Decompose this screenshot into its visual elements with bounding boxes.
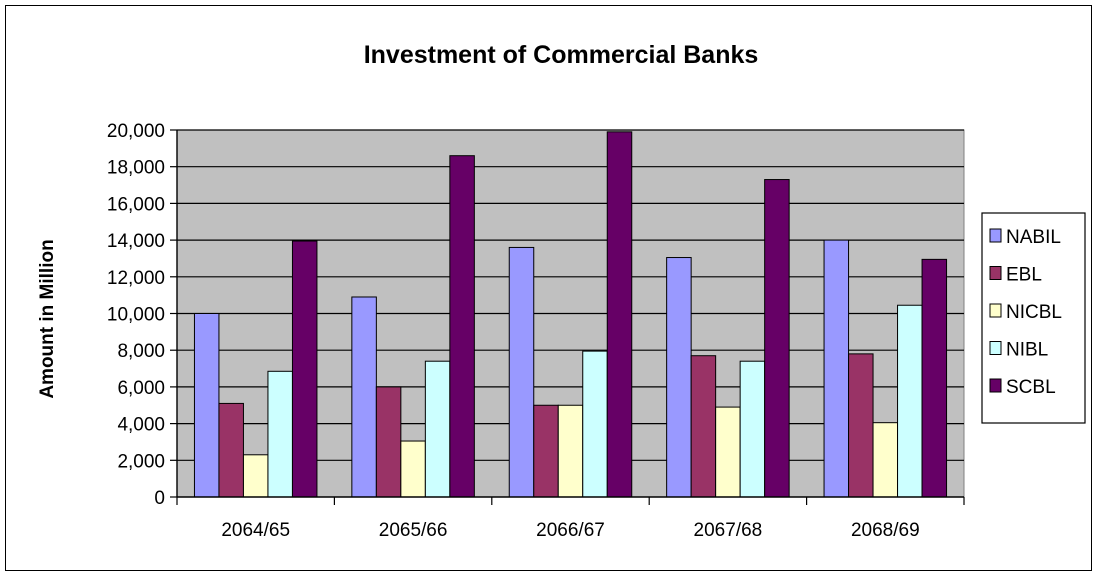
legend-swatch-nicbl xyxy=(989,303,1002,318)
bar-nabil xyxy=(666,257,692,498)
chart-frame: Investment of Commercial Banks Amount in… xyxy=(5,5,1092,571)
legend-label-nicbl: NICBL xyxy=(1006,302,1062,323)
x-tick-label: 2067/68 xyxy=(694,520,763,541)
bar-scbl xyxy=(764,179,790,498)
y-tick-label: 0 xyxy=(154,488,165,509)
y-axis-label: Amount in Million xyxy=(37,239,58,398)
legend-label-scbl: SCBL xyxy=(1006,377,1056,398)
bar-nabil xyxy=(193,313,220,498)
bar-ebl xyxy=(690,355,717,498)
bar-ebl xyxy=(218,402,244,498)
bar-ebl xyxy=(848,353,874,498)
y-tick-label: 2,000 xyxy=(117,451,165,472)
bar-nabil xyxy=(508,246,535,498)
x-tick-label: 2064/65 xyxy=(221,520,290,541)
legend-swatch-nabil xyxy=(989,228,1002,243)
bar-nibl xyxy=(739,360,766,498)
y-tick-label: 8,000 xyxy=(117,341,165,362)
bar-scbl xyxy=(291,240,318,498)
x-tick-label: 2066/67 xyxy=(536,520,605,541)
legend-swatch-ebl xyxy=(989,266,1002,280)
legend: NABIL EBL NICBL NIBL SCBL xyxy=(981,212,1086,424)
y-tick-label: 6,000 xyxy=(117,378,165,399)
legend-label-nibl: NIBL xyxy=(1006,340,1048,361)
legend-swatch-scbl xyxy=(989,378,1002,393)
y-tick-label: 12,000 xyxy=(107,268,165,289)
x-tick-label: 2068/69 xyxy=(851,520,920,541)
y-tick-label: 20,000 xyxy=(107,121,165,142)
y-tick-label: 14,000 xyxy=(107,231,165,252)
bar-nicbl xyxy=(400,440,426,498)
chart: Investment of Commercial Banks Amount in… xyxy=(37,41,1086,541)
chart-title: Investment of Commercial Banks xyxy=(364,41,759,69)
plot-area: 0 2,000 4,000 6,000 8,000 10,000 12,000 14,000 1… xyxy=(107,121,965,541)
y-tick-label: 10,000 xyxy=(107,305,165,326)
bar-ebl xyxy=(375,386,402,498)
bar-nicbl xyxy=(872,422,899,498)
bar-ebl xyxy=(533,404,559,498)
y-tick-label: 18,000 xyxy=(107,158,165,179)
x-tick-label: 2065/66 xyxy=(379,520,448,541)
bar-nibl xyxy=(424,360,451,498)
y-tick-label: 16,000 xyxy=(107,194,165,215)
y-tick-label: 4,000 xyxy=(117,415,165,436)
bar-scbl xyxy=(921,258,948,498)
legend-label-ebl: EBL xyxy=(1006,265,1042,286)
bar-nicbl xyxy=(715,406,741,498)
legend-swatch-nibl xyxy=(989,341,1002,355)
bar-scbl xyxy=(606,131,633,498)
bar-scbl xyxy=(449,155,475,498)
legend-label-nabil: NABIL xyxy=(1006,227,1061,248)
bar-nicbl xyxy=(557,404,584,498)
bar-nibl xyxy=(582,350,608,498)
bar-nicbl xyxy=(242,454,269,498)
bar-nabil xyxy=(351,296,377,498)
bar-nabil xyxy=(823,239,850,498)
bar-nibl xyxy=(897,304,923,498)
bar-nibl xyxy=(267,370,293,498)
